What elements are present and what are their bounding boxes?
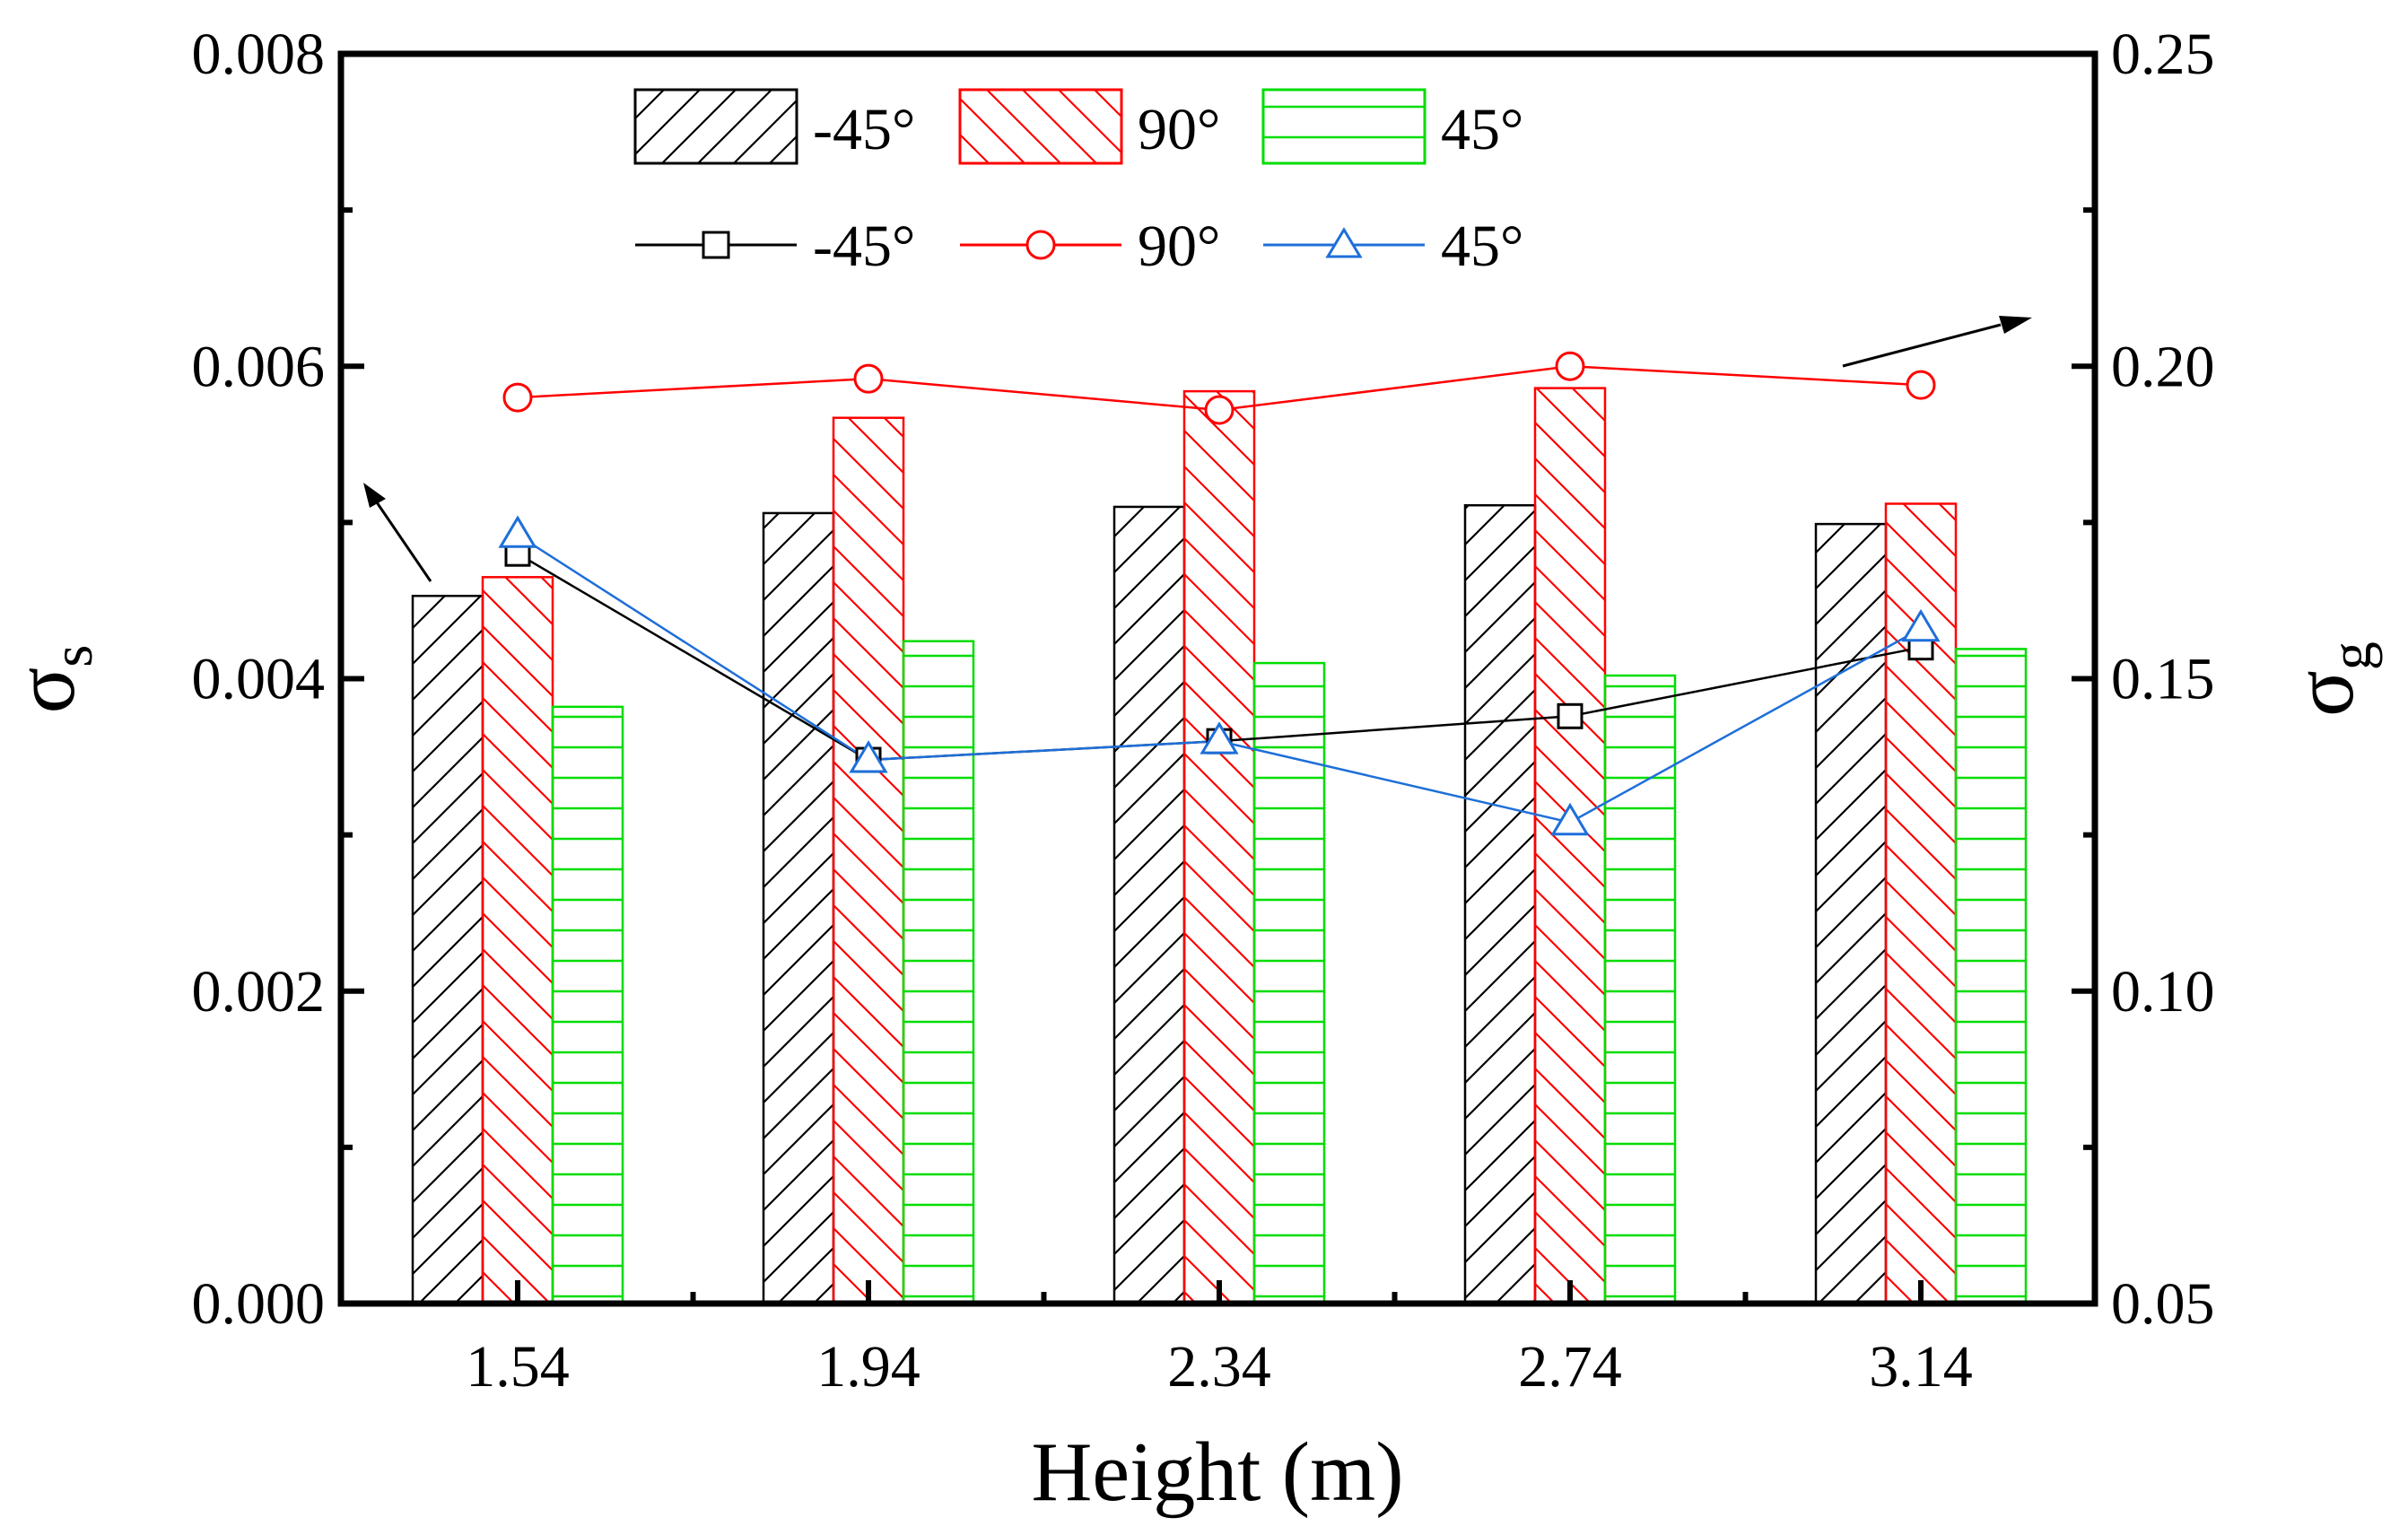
y-axis-right: 0.05 0.10 0.15 0.20 0.25 — [2072, 22, 2215, 1337]
bar-45-2.34 — [1252, 661, 1326, 1305]
bar-45-2.74 — [1603, 674, 1677, 1305]
bars-group — [411, 387, 2028, 1305]
bar-90-1.94 — [832, 416, 905, 1305]
y-left-tick-label: 0.000 — [192, 1271, 326, 1337]
marker-45-2.74 — [1550, 802, 1590, 836]
x-tick-label: 1.94 — [816, 1334, 920, 1400]
marker-90-1.94 — [853, 363, 884, 394]
y-left-tick-label: 0.008 — [192, 22, 326, 87]
bar-90-2.74 — [1533, 387, 1607, 1305]
marker-90-2.34 — [1204, 395, 1235, 425]
marker-45-1.94 — [849, 740, 888, 773]
annotation-arrow-right — [1842, 316, 2032, 368]
y-left-tick-label: 0.004 — [192, 647, 326, 712]
bar-90-1.54 — [481, 576, 554, 1305]
legend-label-bar-45: 45° — [1441, 97, 1523, 162]
bar-minus45-2.34 — [1112, 505, 1186, 1305]
bar-90-2.34 — [1182, 389, 1256, 1305]
legend-label-line-45: 45° — [1441, 214, 1523, 279]
x-tick-label: 3.14 — [1869, 1334, 1973, 1400]
x-axis: 1.54 1.94 2.34 2.74 3.14 — [466, 1280, 1973, 1400]
marker-90-1.54 — [502, 382, 533, 413]
bar-minus45-2.74 — [1463, 503, 1537, 1305]
marker-45-3.14 — [1901, 608, 1941, 642]
y-right-tick-label: 0.10 — [2111, 959, 2215, 1025]
marker-minus45-2.74 — [1557, 702, 1584, 729]
y-left-tick-label: 0.002 — [192, 959, 326, 1025]
y-right-tick-label: 0.25 — [2111, 22, 2215, 87]
y-axis-left-title: σs — [0, 645, 104, 714]
bar-45-1.54 — [551, 705, 624, 1305]
bar-minus45-1.94 — [762, 511, 835, 1305]
marker-90-3.14 — [1906, 370, 1936, 400]
legend-marker-square — [702, 231, 730, 259]
legend-marker-circle — [1025, 230, 1056, 260]
y-axis-left: 0.000 0.002 0.004 0.006 0.008 — [192, 22, 364, 1337]
legend-label-bar-minus45: -45° — [813, 97, 915, 162]
y-axis-right-title: σg — [2275, 641, 2383, 717]
x-tick-label: 1.54 — [466, 1334, 570, 1400]
legend-label-line-minus45: -45° — [813, 214, 915, 279]
x-axis-title: Height (m) — [1031, 1426, 1403, 1519]
legend-swatch-bar-90 — [958, 88, 1123, 165]
bar-minus45-3.14 — [1814, 522, 1888, 1305]
bar-45-3.14 — [1954, 648, 2028, 1305]
marker-90-2.74 — [1555, 351, 1585, 381]
markers-group — [498, 351, 1941, 836]
x-tick-label: 2.34 — [1167, 1334, 1271, 1400]
legend: -45° 90° 45° -45° 90° 45° — [633, 88, 1523, 279]
annotation-arrow-left — [363, 483, 432, 582]
y-right-tick-label: 0.15 — [2111, 647, 2215, 712]
marker-45-1.54 — [498, 515, 537, 548]
marker-45-2.34 — [1200, 721, 1239, 754]
bar-45-1.94 — [902, 640, 975, 1305]
y-left-tick-label: 0.006 — [192, 334, 326, 399]
legend-label-bar-90: 90° — [1138, 97, 1220, 162]
bar-minus45-1.54 — [411, 594, 484, 1305]
y-right-tick-label: 0.20 — [2111, 334, 2215, 399]
legend-marker-triangle — [1325, 227, 1363, 258]
y-right-tick-label: 0.05 — [2111, 1271, 2215, 1337]
legend-label-line-90: 90° — [1138, 214, 1220, 279]
x-tick-label: 2.74 — [1518, 1334, 1622, 1400]
legend-swatch-bar-minus45 — [633, 88, 798, 165]
legend-swatch-bar-45 — [1261, 88, 1426, 165]
